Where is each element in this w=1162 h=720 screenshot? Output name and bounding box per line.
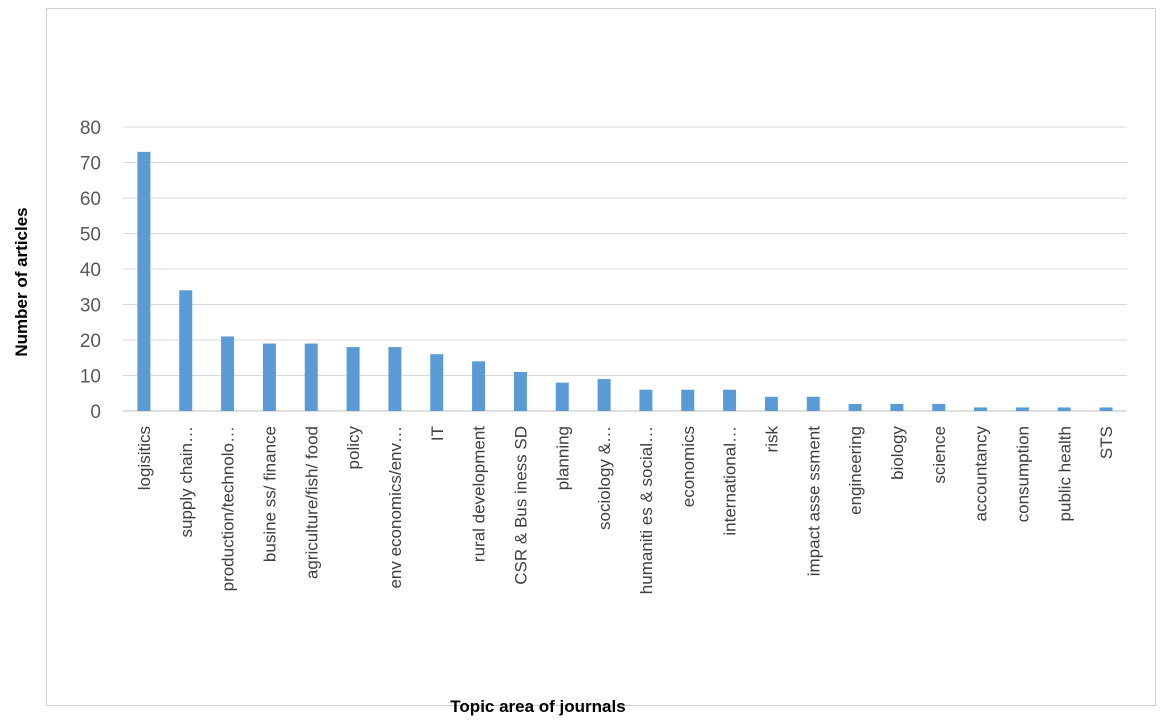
x-tick-label: busine ss/ finance bbox=[260, 426, 279, 562]
x-tick-label: consumption bbox=[1013, 426, 1032, 522]
bar bbox=[179, 290, 193, 411]
x-tick-label: sociology &… bbox=[595, 426, 614, 530]
bar bbox=[764, 396, 778, 411]
y-tick-label: 10 bbox=[80, 367, 101, 388]
bar bbox=[639, 389, 653, 411]
x-tick-label: accountancy bbox=[972, 426, 991, 522]
bar bbox=[1057, 407, 1071, 411]
y-tick-label: 0 bbox=[90, 402, 101, 423]
x-tick-label: production/technolo… bbox=[219, 426, 238, 591]
y-axis-title: Number of articles bbox=[12, 207, 31, 356]
bar bbox=[890, 403, 904, 411]
y-tick-label: 70 bbox=[80, 154, 101, 175]
x-tick-label: logisitics bbox=[135, 426, 154, 490]
bars bbox=[137, 151, 1113, 411]
bar bbox=[346, 347, 360, 411]
x-tick-label: planning bbox=[553, 426, 572, 490]
bar bbox=[221, 336, 235, 411]
x-tick-label: agriculture/fish/ food bbox=[302, 426, 321, 579]
bar bbox=[1099, 407, 1113, 411]
x-tick-labels: logisitics supply chain… production/techno… bbox=[135, 426, 1116, 595]
x-tick-label: rural development bbox=[470, 426, 489, 562]
bar bbox=[304, 343, 318, 411]
x-tick-label: CSR & Bus iness SD bbox=[511, 426, 530, 585]
bar bbox=[555, 382, 569, 411]
x-tick-label: international… bbox=[721, 426, 740, 536]
bar bbox=[723, 389, 737, 411]
bar bbox=[137, 151, 151, 411]
bar bbox=[388, 347, 402, 411]
bar bbox=[932, 403, 946, 411]
x-tick-label: STS bbox=[1097, 426, 1116, 459]
x-tick-label: supply chain… bbox=[177, 426, 196, 538]
bar bbox=[472, 361, 486, 411]
y-tick-label: 40 bbox=[80, 260, 101, 281]
x-axis-title: Topic area of journals bbox=[450, 697, 625, 716]
y-tick-labels: 0 10 20 30 40 50 60 70 80 bbox=[80, 118, 101, 423]
y-tick-label: 50 bbox=[80, 225, 101, 246]
bar bbox=[681, 389, 695, 411]
bar bbox=[1015, 407, 1029, 411]
x-tick-label: impact asse ssment bbox=[804, 426, 823, 576]
x-tick-label: public health bbox=[1055, 426, 1074, 521]
y-tick-label: 30 bbox=[80, 296, 101, 317]
bar bbox=[597, 379, 611, 411]
x-tick-label: humaniti es & social… bbox=[637, 426, 656, 594]
bar bbox=[513, 371, 527, 411]
x-tick-label: env economics/env… bbox=[386, 426, 405, 589]
bar bbox=[430, 354, 444, 411]
x-tick-label: biology bbox=[888, 426, 907, 480]
gridlines bbox=[123, 126, 1127, 412]
x-tick-label: policy bbox=[344, 426, 363, 470]
x-tick-label: risk bbox=[762, 426, 781, 453]
bar bbox=[806, 396, 820, 411]
y-tick-label: 80 bbox=[80, 118, 101, 139]
x-tick-label: science bbox=[930, 426, 949, 484]
bar bbox=[974, 407, 988, 411]
bar bbox=[848, 403, 862, 411]
bar bbox=[262, 343, 276, 411]
x-tick-label: economics bbox=[679, 426, 698, 507]
x-tick-label: engineering bbox=[846, 426, 865, 515]
y-tick-label: 20 bbox=[80, 331, 101, 352]
x-tick-label: IT bbox=[428, 426, 447, 441]
y-tick-label: 60 bbox=[80, 189, 101, 210]
